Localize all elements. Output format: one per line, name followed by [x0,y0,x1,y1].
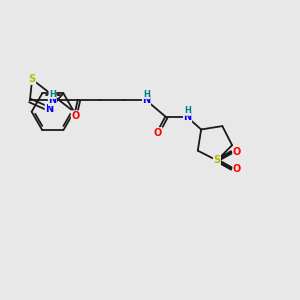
Text: S: S [213,155,220,165]
Text: H: H [184,106,191,116]
Text: N: N [142,95,151,106]
Text: O: O [233,164,241,174]
Text: O: O [233,147,241,157]
Text: O: O [71,111,80,121]
Text: N: N [184,112,192,122]
Text: N: N [45,104,53,114]
Text: N: N [48,95,56,106]
Text: S: S [28,74,36,84]
Text: H: H [49,89,56,98]
Text: H: H [143,89,150,98]
Text: O: O [154,128,162,138]
